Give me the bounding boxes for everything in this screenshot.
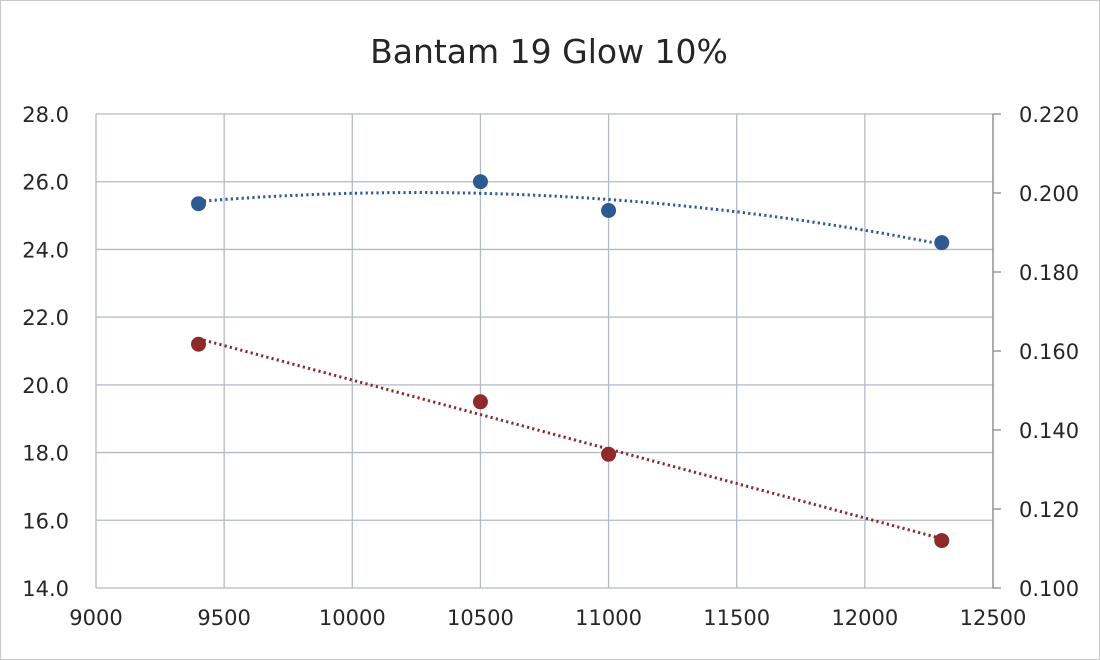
y2-tick-label: 0.140: [1019, 419, 1079, 443]
y-tick-label: 24.0: [22, 238, 69, 262]
y2-tick-label: 0.220: [1019, 103, 1079, 127]
trendline-series-2: [198, 337, 943, 541]
grid-layer: [95, 113, 994, 589]
x-tick-label: 10000: [319, 606, 386, 630]
axis-layer: [992, 113, 1001, 589]
y-tick-label: 26.0: [22, 171, 69, 195]
y-tick-label: 14.0: [22, 577, 69, 601]
x-tick-label: 9500: [197, 606, 250, 630]
x-tick-label: 10500: [447, 606, 514, 630]
data-point-series-1: [601, 202, 617, 218]
y-tick-label: 22.0: [22, 306, 69, 330]
data-point-series-2: [191, 336, 207, 352]
data-point-series-2: [472, 394, 488, 410]
points-layer: [191, 174, 950, 549]
data-point-series-1: [191, 196, 207, 212]
tick-labels-layer: 9000 9500 10000 10500 11000 11500 12000 12500 14…: [22, 103, 1079, 630]
y2-tick-label: 0.120: [1019, 498, 1079, 522]
data-point-series-1: [934, 235, 950, 251]
y2-tick-label: 0.200: [1019, 182, 1079, 206]
y-tick-label: 18.0: [22, 442, 69, 466]
y-tick-label: 16.0: [22, 509, 69, 533]
y2-tick-label: 0.100: [1019, 577, 1079, 601]
data-point-series-2: [934, 533, 950, 549]
y2-tick-label: 0.180: [1019, 261, 1079, 285]
x-tick-label: 9000: [69, 606, 122, 630]
x-tick-label: 11500: [703, 606, 770, 630]
trendline-series-1: [198, 191, 942, 246]
y-tick-label: 28.0: [22, 103, 69, 127]
trendline-layer: [198, 191, 943, 541]
data-point-series-2: [601, 446, 617, 462]
x-tick-label: 12500: [960, 606, 1027, 630]
chart-title: Bantam 19 Glow 10%: [370, 32, 728, 71]
y2-tick-label: 0.160: [1019, 340, 1079, 364]
y-tick-label: 20.0: [22, 374, 69, 398]
x-tick-label: 12000: [831, 606, 898, 630]
data-point-series-1: [472, 174, 488, 190]
x-tick-label: 11000: [575, 606, 642, 630]
